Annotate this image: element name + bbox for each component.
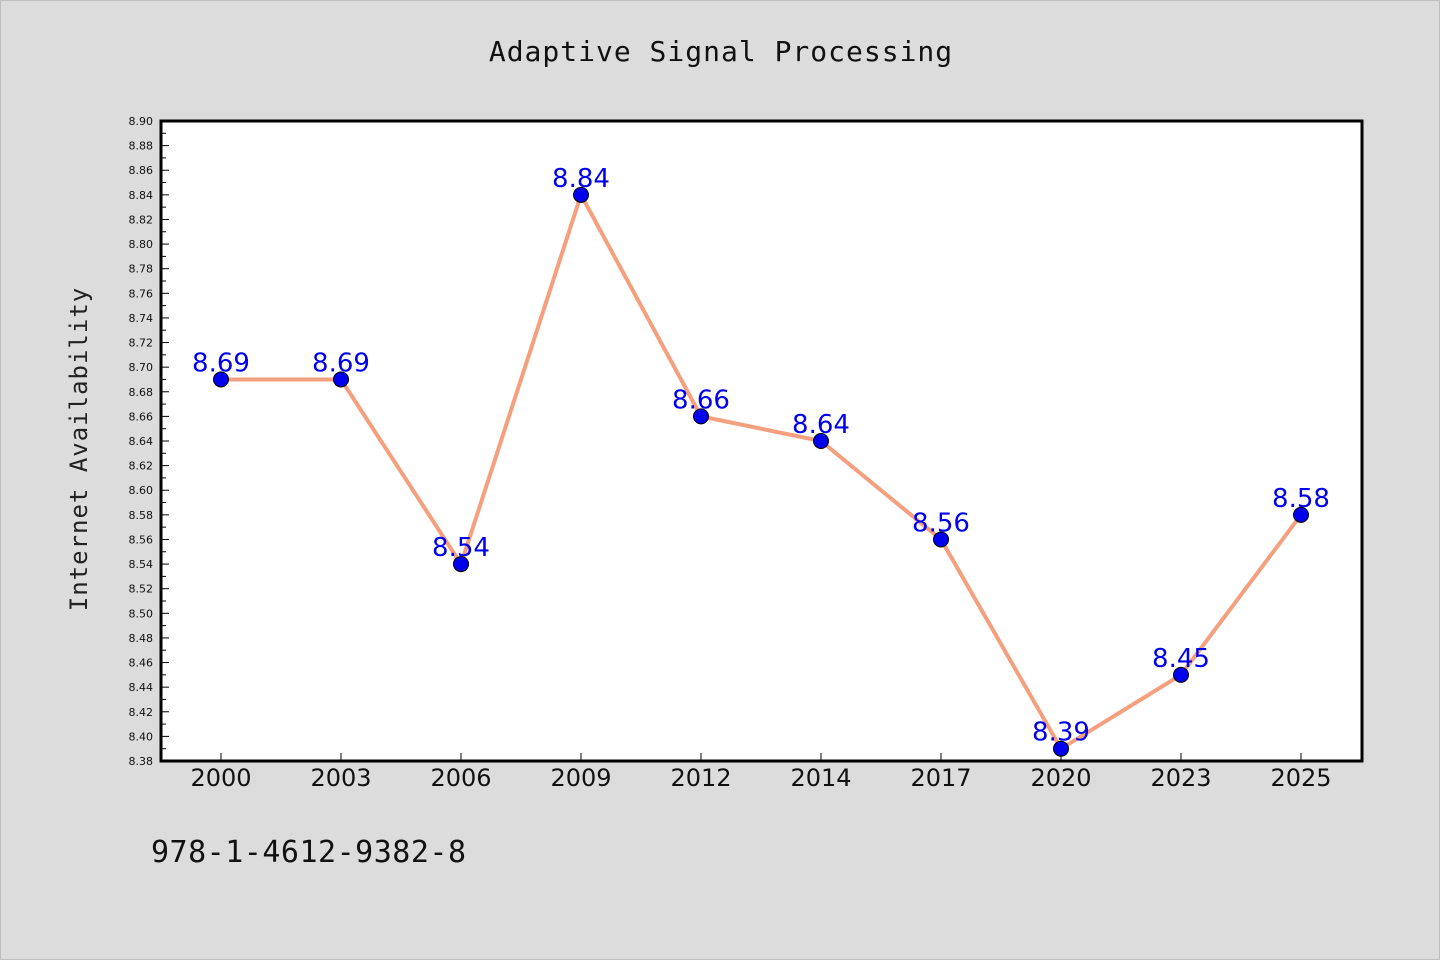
y-tick-label: 8.84: [129, 189, 154, 202]
y-tick-label: 8.42: [129, 706, 154, 719]
y-tick-label: 8.72: [129, 337, 154, 350]
data-point: [813, 433, 829, 449]
y-tick-label: 8.40: [129, 730, 154, 743]
y-tick-label: 8.44: [129, 681, 154, 694]
data-label: 8.69: [192, 348, 250, 378]
x-tick-label: 2017: [910, 764, 971, 792]
y-tick-label: 8.76: [129, 287, 154, 300]
data-point: [333, 371, 349, 388]
x-tick-label: 2000: [190, 764, 251, 792]
data-point: [1053, 740, 1069, 757]
y-tick-label: 8.58: [129, 509, 154, 522]
y-tick-label: 8.52: [129, 583, 154, 596]
data-point: [213, 371, 229, 388]
y-tick-label: 8.56: [129, 533, 154, 546]
y-tick-label: 8.74: [129, 312, 154, 325]
y-tick-label: 8.78: [129, 263, 154, 276]
series-line: [219, 192, 1303, 751]
y-axis-label: Internet Availability: [65, 287, 93, 611]
y-tick-label: 8.48: [129, 632, 154, 645]
data-label: 8.84: [552, 164, 610, 194]
isbn-label: 978-1-4612-9382-8: [151, 835, 467, 870]
x-tick-label: 2023: [1150, 764, 1211, 792]
y-tick-label: 8.38: [129, 755, 154, 768]
data-point: [453, 556, 469, 573]
y-tick-label: 8.64: [129, 435, 154, 448]
data-points: [213, 186, 1309, 757]
x-tick-label: 2014: [790, 764, 851, 792]
data-label: 8.39: [1032, 718, 1090, 748]
data-point: [573, 186, 589, 203]
data-label: 8.54: [432, 533, 490, 563]
x-tick-label: 2025: [1270, 764, 1331, 792]
data-label: 8.66: [672, 385, 730, 415]
y-axis: 8.38 8.40 8.42 8.44 8.46 8.48 8.50 8.52 8.54 8.56…: [129, 115, 169, 768]
x-tick-label: 2012: [670, 764, 731, 792]
y-tick-label: 8.68: [129, 386, 154, 399]
y-tick-label: 8.80: [129, 238, 154, 251]
data-label: 8.56: [912, 508, 970, 538]
x-tick-label: 2006: [430, 764, 491, 792]
series-line-group: [219, 192, 1303, 751]
y-tick-label: 8.88: [129, 140, 154, 153]
chart-title: Adaptive Signal Processing: [488, 35, 954, 68]
x-tick-label: 2020: [1030, 764, 1091, 792]
data-point: [693, 408, 709, 425]
data-label: 8.69: [312, 348, 370, 378]
data-point: [1293, 506, 1309, 523]
data-labels: 8.69 8.69 8.54 8.84 8.66 8.64 8.56 8.39 8.45 8.58: [192, 164, 1330, 748]
y-tick-label: 8.50: [129, 607, 154, 620]
y-tick-label: 8.54: [129, 558, 154, 571]
y-tick-label: 8.82: [129, 213, 154, 226]
x-tick-label: 2009: [550, 764, 611, 792]
y-tick-label: 8.86: [129, 164, 154, 177]
x-axis: 2000 2003 2006 2009 2012 2014 2017 2020 2023 2025: [190, 753, 1332, 792]
data-label: 8.58: [1272, 484, 1330, 514]
y-tick-label: 8.62: [129, 460, 154, 473]
data-point: [933, 531, 949, 548]
y-tick-label: 8.66: [129, 410, 154, 423]
plot-area: [159, 119, 1364, 763]
data-label: 8.64: [792, 410, 850, 440]
data-point: [1173, 666, 1189, 683]
data-label: 8.45: [1152, 644, 1210, 674]
y-tick-label: 8.60: [129, 484, 154, 497]
y-tick-label: 8.46: [129, 657, 154, 670]
y-tick-label: 8.90: [129, 115, 154, 128]
y-tick-label: 8.70: [129, 361, 154, 374]
x-tick-label: 2003: [310, 764, 371, 792]
